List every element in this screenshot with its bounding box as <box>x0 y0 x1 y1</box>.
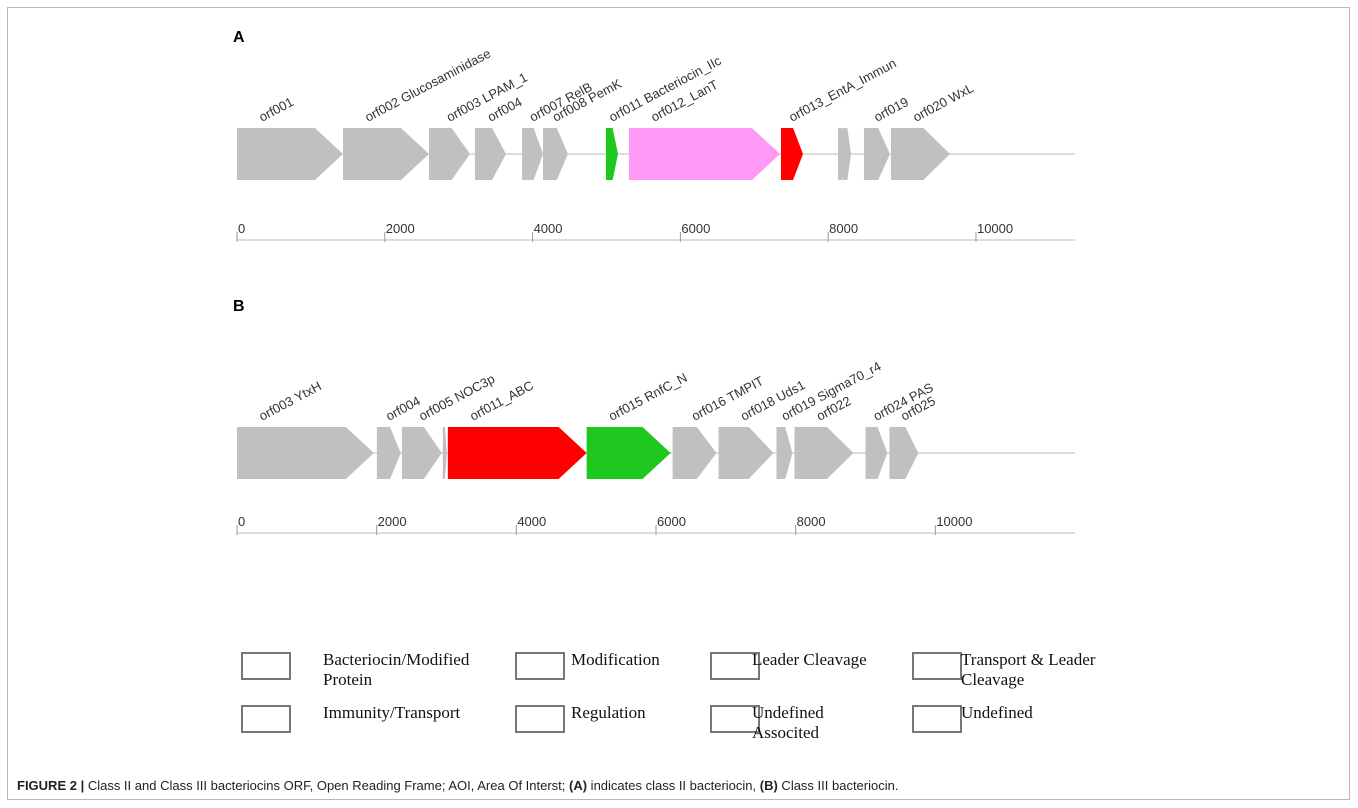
gene-arrow <box>442 427 447 479</box>
gene-arrow <box>672 427 717 479</box>
gene-arrow <box>718 427 774 479</box>
gene-arrow <box>543 128 568 180</box>
legend-label: Undefined <box>961 703 1033 722</box>
tick-label: 4000 <box>517 514 546 529</box>
gene-arrow <box>628 128 781 180</box>
gene-arrow <box>522 128 544 180</box>
gene-arrow <box>428 128 470 180</box>
gene-arrow <box>863 128 890 180</box>
tick-label: 10000 <box>936 514 972 529</box>
gene-arrow <box>447 427 587 479</box>
gene-arrow <box>890 128 950 180</box>
frame <box>7 7 1350 800</box>
tick-label: 6000 <box>681 221 710 236</box>
gene-arrow <box>842 128 852 180</box>
gene-arrow <box>237 128 343 180</box>
gene-arrow <box>776 427 793 479</box>
tick-label: 6000 <box>657 514 686 529</box>
legend-swatch <box>710 652 760 680</box>
tick-label: 0 <box>238 221 245 236</box>
legend-label: Transport & Leader Cleavage <box>961 650 1096 689</box>
legend-label: Regulation <box>571 703 646 722</box>
gene-arrow <box>794 427 854 479</box>
caption-b: (B) <box>759 778 778 793</box>
gene-arrow <box>780 128 803 180</box>
legend-label: Undefined Associted <box>752 703 824 742</box>
tick-label: 8000 <box>829 221 858 236</box>
tick-label: 0 <box>238 514 245 529</box>
gene-label: orf002 Glucosaminidase <box>362 46 493 125</box>
gene-arrow <box>605 128 619 180</box>
legend-swatch <box>515 705 565 733</box>
gene-arrow <box>865 427 888 479</box>
legend-swatch <box>710 705 760 733</box>
legend-label: Leader Cleavage <box>752 650 867 669</box>
caption-text: Class III bacteriocin. <box>777 778 899 793</box>
gene-arrow <box>342 128 429 180</box>
caption-text: indicates class II bacteriocin, <box>587 778 760 793</box>
legend-label: Immunity/Transport <box>323 703 461 722</box>
gene-label: orf015 RnfC_N <box>606 370 690 424</box>
legend-swatch <box>241 652 291 680</box>
gene-label: orf003 YtxH <box>256 378 323 423</box>
legend-label: Modification <box>571 650 660 669</box>
gene-label: orf019 <box>871 94 911 125</box>
gene-label: orf001 <box>256 94 296 125</box>
gene-arrow <box>586 427 671 479</box>
tick-label: 2000 <box>378 514 407 529</box>
legend-label: Bacteriocin/Modified Protein <box>323 650 470 689</box>
gene-arrow <box>376 427 401 479</box>
caption: FIGURE 2 | Class II and Class III bacter… <box>17 778 898 793</box>
legend-swatch <box>912 705 962 733</box>
legend-swatch <box>515 652 565 680</box>
caption-a: (A) <box>569 778 588 793</box>
legend-swatch <box>912 652 962 680</box>
legend-swatch <box>241 705 291 733</box>
tick-label: 2000 <box>386 221 415 236</box>
tick-label: 8000 <box>797 514 826 529</box>
panel-label: B <box>233 298 245 315</box>
panel-label: A <box>233 29 245 46</box>
caption-text: Class II and Class III bacteriocins ORF,… <box>84 778 570 793</box>
tick-label: 10000 <box>977 221 1013 236</box>
caption-figure: FIGURE 2 | <box>17 778 85 793</box>
gene-arrow <box>889 427 919 479</box>
gene-label: orf004 <box>383 393 423 424</box>
tick-label: 4000 <box>534 221 563 236</box>
gene-arrow <box>401 427 442 479</box>
gene-arrow <box>237 427 374 479</box>
gene-label: orf020 WxL <box>910 80 976 124</box>
gene-arrow <box>474 128 506 180</box>
